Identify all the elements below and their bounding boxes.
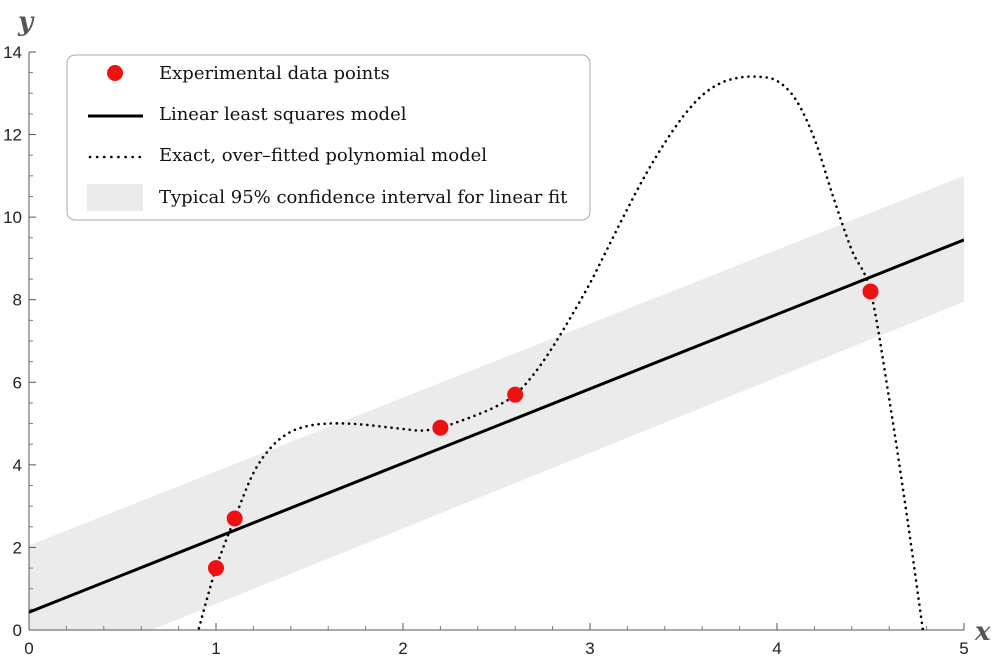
x-tick-label: 4 xyxy=(772,639,781,658)
x-tick-label: 1 xyxy=(211,639,220,658)
legend-label: Exact, over–fitted polynomial model xyxy=(159,145,487,166)
y-tick-label: 0 xyxy=(13,621,22,640)
legend-label: Experimental data points xyxy=(159,63,390,84)
x-tick-label: 0 xyxy=(24,639,33,658)
x-axis-title: x xyxy=(974,617,991,647)
confidence-band-layer xyxy=(29,175,964,630)
y-tick-label: 10 xyxy=(3,208,22,227)
data-point xyxy=(507,386,524,403)
legend-label: Linear least squares model xyxy=(159,104,407,125)
y-tick-label: 14 xyxy=(3,43,22,62)
linear-fit-layer xyxy=(29,238,964,614)
polynomial-layer xyxy=(197,75,925,630)
data-point xyxy=(862,283,879,300)
y-tick-label: 6 xyxy=(13,373,22,392)
data-point xyxy=(432,419,449,436)
legend-marker-band xyxy=(87,184,143,211)
confidence-band xyxy=(29,175,964,630)
polynomial-curve xyxy=(197,75,925,630)
data-points-layer xyxy=(208,283,879,577)
y-tick-label: 12 xyxy=(3,126,22,145)
x-tick-label: 2 xyxy=(398,639,407,658)
data-point xyxy=(226,510,243,527)
y-tick-label: 4 xyxy=(13,456,22,475)
linear-fit-line xyxy=(29,238,964,614)
y-axis-title: y xyxy=(17,7,35,37)
x-tick-label: 3 xyxy=(585,639,594,658)
y-tick-label: 2 xyxy=(13,538,22,557)
legend-marker-data-points xyxy=(107,65,123,81)
legend-label: Typical 95% confidence interval for line… xyxy=(159,187,568,208)
x-tick-label: 5 xyxy=(959,639,968,658)
y-tick-label: 8 xyxy=(13,291,22,310)
legend: Experimental data points Linear least squ… xyxy=(66,54,591,221)
legend-box xyxy=(66,54,591,221)
data-point xyxy=(208,560,224,577)
